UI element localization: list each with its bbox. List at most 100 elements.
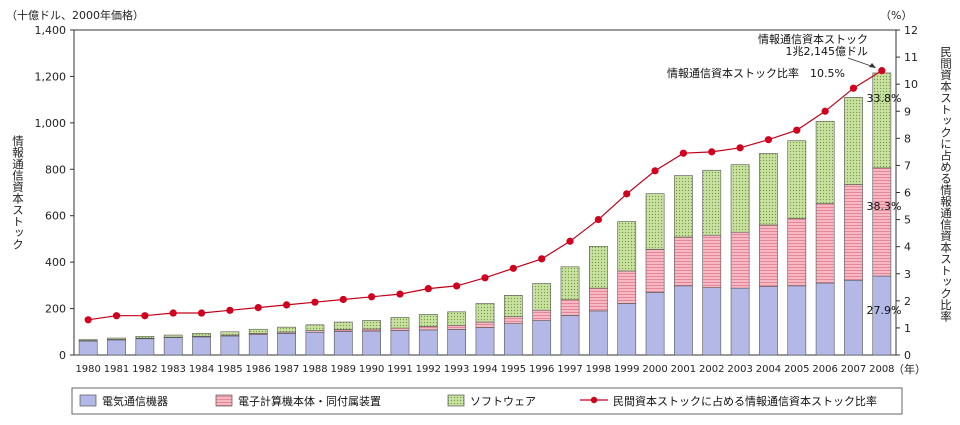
y-left-unit: （十億ドル、2000年価格） <box>6 8 144 22</box>
annotation-total-label: 情報通信資本ストック <box>758 32 868 46</box>
annotation-ratio: 情報通信資本ストック比率 10.5% <box>667 66 845 80</box>
x-tick-label: 2000 <box>642 364 667 375</box>
ratio-point <box>594 215 602 224</box>
y-right-title: 民間資本ストックに占める情報通信資本ストック比率 <box>939 46 953 323</box>
annotation-arrowhead <box>869 63 876 68</box>
x-tick-label: 1985 <box>217 364 242 375</box>
bar-telecom <box>390 330 410 356</box>
x-unit: （年） <box>893 362 926 376</box>
ratio-point <box>708 148 716 156</box>
x-tick-label: 2001 <box>671 364 696 375</box>
y-left-tick-label: 1,200 <box>35 70 67 83</box>
x-tick-label: 1993 <box>444 364 469 375</box>
bar-computer <box>674 236 693 287</box>
bar-software <box>163 334 183 338</box>
y-right-tick-label: 5 <box>904 214 911 227</box>
ratio-point <box>396 290 404 298</box>
y-right-tick-label: 8 <box>904 132 911 145</box>
ratio-point <box>878 67 886 75</box>
ratio-point <box>481 274 489 282</box>
bar-computer <box>532 309 552 321</box>
bar-software <box>362 320 381 330</box>
x-tick-label: 1994 <box>472 364 497 375</box>
bar-computer <box>390 327 410 331</box>
y-right-tick-label: 12 <box>904 24 918 37</box>
bar-telecom <box>163 337 183 356</box>
ratio-point <box>368 293 376 301</box>
ratio-point <box>764 136 773 144</box>
legend: 電気通信機器 電子計算機本体・同付属装置 ソフトウェア 民間資本ストックに占める… <box>71 387 903 415</box>
ratio-point <box>169 309 177 317</box>
bar-telecom <box>730 287 750 356</box>
bar-telecom <box>589 310 608 356</box>
bar-telecom <box>248 334 268 356</box>
legend-swatch-telecom <box>79 394 97 407</box>
legend-label-software: ソフトウェア <box>470 395 536 408</box>
y-right-tick-label: 1 <box>904 322 911 335</box>
bar-software <box>333 321 353 330</box>
y-right-unit: （%） <box>880 9 912 22</box>
ratio-point <box>566 237 574 245</box>
bar-telecom <box>560 315 580 356</box>
x-tick-label: 1987 <box>274 364 299 375</box>
x-tick-label: 2005 <box>784 364 809 375</box>
x-tick-label: 1997 <box>557 364 582 375</box>
bar-telecom <box>645 292 665 356</box>
ratio-point <box>424 285 432 293</box>
bar-software <box>390 317 410 329</box>
ratio-point <box>141 312 149 320</box>
legend-label-telecom: 電気通信機器 <box>102 394 168 408</box>
bar-telecom <box>277 333 296 356</box>
bar-telecom <box>192 336 211 356</box>
legend-marker-ratio <box>590 396 598 404</box>
x-tick-label: 1982 <box>132 364 157 375</box>
x-tick-label: 2006 <box>812 364 837 375</box>
bar-software <box>674 175 693 238</box>
ratio-point <box>849 84 858 92</box>
bar-software <box>815 120 835 204</box>
ratio-point <box>679 149 688 157</box>
y-right-tick-label: 10 <box>904 78 918 91</box>
bar-telecom <box>78 340 98 356</box>
bar-telecom <box>135 338 155 356</box>
y-right-tick-label: 9 <box>904 105 911 118</box>
bar-software <box>475 303 495 323</box>
bar-telecom <box>107 339 126 356</box>
x-tick-label: 1990 <box>359 364 384 375</box>
bar-software <box>447 311 467 326</box>
bar-software <box>617 221 637 272</box>
ratio-point <box>793 126 801 134</box>
bar-computer <box>503 316 523 324</box>
bar-computer <box>730 231 750 289</box>
y-left-tick-label: 600 <box>45 210 66 223</box>
bar-software <box>277 326 296 333</box>
bar-computer <box>589 287 608 312</box>
ratio-point <box>623 190 631 198</box>
x-tick-label: 1991 <box>387 364 412 375</box>
bar-telecom <box>759 286 778 356</box>
bar-telecom <box>475 327 495 356</box>
x-tick-label: 1996 <box>529 364 554 375</box>
y-left-tick-label: 400 <box>45 256 66 269</box>
bar-computer <box>815 203 835 284</box>
annotation-pct-software: 33.8% <box>867 92 902 105</box>
y-right-tick-label: 3 <box>904 268 911 281</box>
bar-software <box>418 314 438 327</box>
y-right-tick-label: 2 <box>904 295 911 308</box>
x-tick-label: 2008 <box>869 364 894 375</box>
bar-telecom <box>787 285 807 356</box>
legend-swatch-software <box>447 394 465 407</box>
x-tick-label: 1999 <box>614 364 639 375</box>
y-left-tick-label: 200 <box>45 303 66 316</box>
ratio-point <box>282 301 291 309</box>
bar-telecom <box>674 285 693 356</box>
bar-telecom <box>815 282 835 356</box>
bar-telecom <box>305 331 325 356</box>
y-left-tick-label: 800 <box>45 163 66 176</box>
bar-computer <box>447 324 467 330</box>
legend-label-computer: 電子計算機本体・同付属装置 <box>238 394 381 408</box>
bar-computer <box>418 326 438 331</box>
x-tick-label: 2003 <box>727 364 752 375</box>
x-tick-label: 1981 <box>104 364 129 375</box>
bar-software <box>787 140 807 219</box>
